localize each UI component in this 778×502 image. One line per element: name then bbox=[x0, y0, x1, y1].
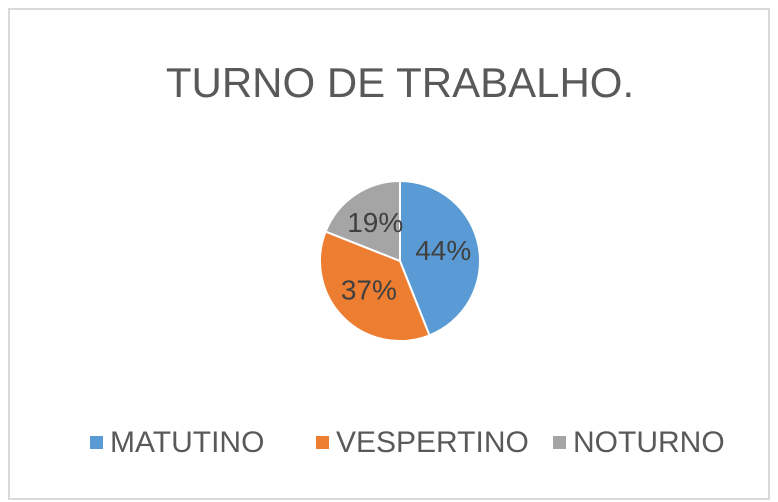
legend-swatch bbox=[553, 436, 566, 449]
chart-title: TURNO DE TRABALHO. bbox=[166, 59, 634, 106]
data-label: 19% bbox=[347, 207, 403, 238]
legend-label: VESPERTINO bbox=[336, 426, 529, 459]
legend-label: NOTURNO bbox=[573, 426, 725, 459]
data-label: 37% bbox=[341, 275, 397, 306]
pie-slice bbox=[324, 179, 401, 263]
legend-label: MATUTINO bbox=[110, 426, 264, 459]
legend-swatch bbox=[90, 436, 103, 449]
legend-swatch bbox=[316, 436, 329, 449]
pie-slice bbox=[399, 179, 481, 337]
pie-slice bbox=[319, 230, 431, 342]
data-label: 44% bbox=[415, 235, 471, 266]
